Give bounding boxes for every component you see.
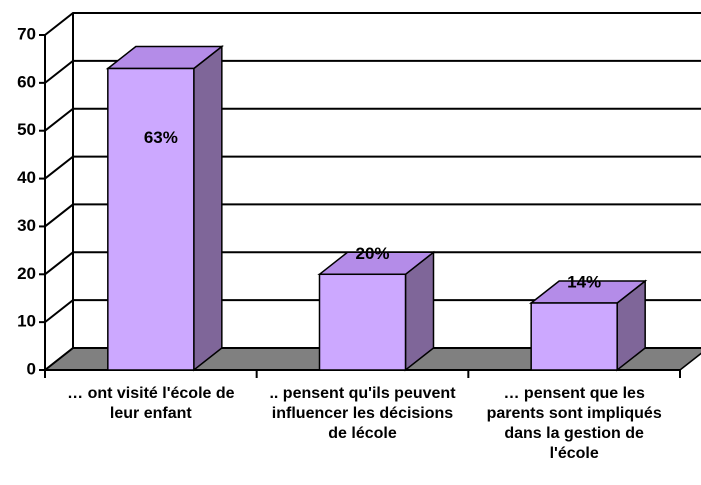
- grid-line: [44, 347, 701, 371]
- y-tick-label: 50: [17, 120, 36, 139]
- x-tick-label: … pensent que les parents sont impliqués…: [486, 385, 662, 462]
- bar: [530, 302, 618, 371]
- grid-line: [44, 251, 701, 276]
- bar: [318, 273, 407, 371]
- y-tick-label: 40: [17, 168, 36, 187]
- grid-line: [44, 203, 701, 228]
- grid-line: [44, 299, 701, 323]
- grid-line: [44, 107, 701, 132]
- bar-side: [193, 44, 223, 372]
- y-tick-label: 10: [17, 312, 36, 331]
- y-tick-label: 60: [17, 72, 36, 91]
- y-tick-label: 70: [17, 24, 36, 43]
- grid-line: [44, 59, 701, 84]
- grid-line: [44, 12, 701, 36]
- value-label: 63%: [144, 128, 178, 147]
- x-tick-label: .. pensent qu'ils peuvent influencer les…: [269, 385, 456, 442]
- grid-line: [44, 155, 701, 180]
- x-tick-label: … ont visité l'école de leur enfant: [67, 385, 235, 422]
- y-tick-label: 0: [27, 359, 36, 378]
- y-tick-label: 30: [17, 216, 36, 235]
- value-label: 20%: [355, 244, 389, 263]
- value-label: 14%: [567, 272, 601, 291]
- bar: [107, 67, 195, 371]
- y-tick-label: 20: [17, 264, 36, 283]
